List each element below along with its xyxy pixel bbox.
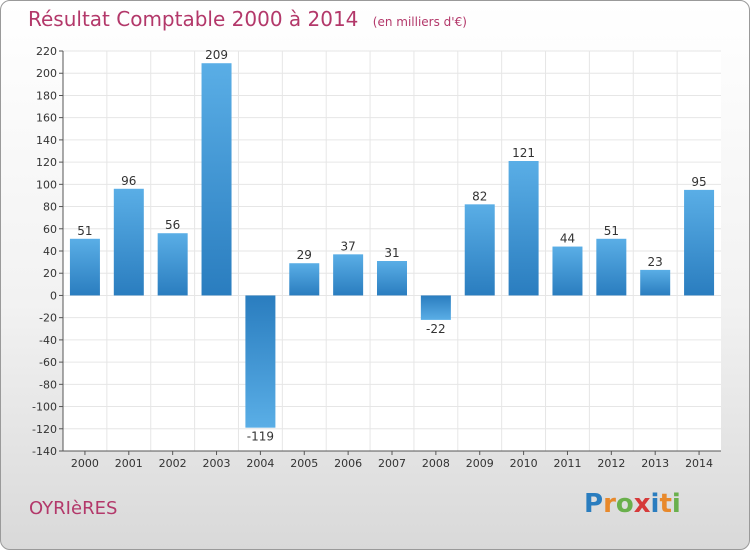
y-tick-label: 200 <box>36 67 57 80</box>
data-label: 37 <box>340 239 355 253</box>
x-tick-label: 2006 <box>334 457 362 470</box>
proxiti-logo: Proxiti <box>584 489 681 519</box>
x-tick-label: 2010 <box>510 457 538 470</box>
y-tick-label: 60 <box>43 223 57 236</box>
data-label: 23 <box>648 255 663 269</box>
bar <box>684 189 715 296</box>
y-tick-label: 120 <box>36 156 57 169</box>
chart-title: Résultat Comptable 2000 à 2014 (en milli… <box>28 7 467 31</box>
y-tick-label: -80 <box>39 378 57 391</box>
bar <box>201 63 232 296</box>
data-label: 121 <box>512 146 535 160</box>
bar <box>69 238 100 296</box>
y-tick-label: 160 <box>36 112 57 125</box>
data-label: 51 <box>604 224 619 238</box>
data-label: 56 <box>165 218 180 232</box>
y-tick-label: 180 <box>36 89 57 102</box>
bar <box>464 204 495 296</box>
bar <box>113 188 144 296</box>
x-tick-label: 2013 <box>641 457 669 470</box>
y-tick-label: -140 <box>32 445 57 458</box>
bar <box>508 161 539 296</box>
data-label: 44 <box>560 232 575 246</box>
y-tick-label: -20 <box>39 312 57 325</box>
y-tick-label: -40 <box>39 334 57 347</box>
data-label: 29 <box>297 248 312 262</box>
x-tick-label: 2002 <box>159 457 187 470</box>
y-tick-label: 40 <box>43 245 57 258</box>
data-label: 31 <box>384 246 399 260</box>
x-tick-label: 2007 <box>378 457 406 470</box>
data-label: 96 <box>121 174 136 188</box>
bar <box>377 261 407 296</box>
x-tick-label: 2008 <box>422 457 450 470</box>
y-tick-label: -120 <box>32 423 57 436</box>
x-tick-label: 2009 <box>466 457 494 470</box>
data-label: -22 <box>426 322 446 336</box>
x-tick-label: 2014 <box>685 457 713 470</box>
x-tick-label: 2000 <box>71 457 99 470</box>
bar <box>245 295 276 428</box>
x-tick-label: 2003 <box>203 457 231 470</box>
city-name: OYRIèRES <box>29 498 118 519</box>
data-label: 51 <box>77 224 92 238</box>
y-tick-label: 0 <box>50 289 57 302</box>
bar <box>157 233 188 296</box>
data-label: -119 <box>247 430 274 444</box>
data-label: 82 <box>472 189 487 203</box>
y-tick-label: 80 <box>43 201 57 214</box>
data-label: 95 <box>691 175 706 189</box>
x-tick-label: 2011 <box>553 457 581 470</box>
bar <box>596 238 627 296</box>
y-tick-label: 20 <box>43 267 57 280</box>
x-tick-label: 2012 <box>597 457 625 470</box>
bar <box>333 254 364 296</box>
y-tick-label: 220 <box>36 45 57 58</box>
bar <box>552 246 583 296</box>
bar <box>640 269 671 296</box>
unit-label: (en milliers d'€) <box>372 15 467 29</box>
data-label: 209 <box>205 48 228 62</box>
bar <box>289 263 320 296</box>
y-tick-label: -60 <box>39 356 57 369</box>
y-tick-label: 140 <box>36 134 57 147</box>
bar <box>420 295 451 320</box>
x-tick-label: 2005 <box>290 457 318 470</box>
title-text: Résultat Comptable 2000 à 2014 <box>28 7 359 31</box>
y-tick-label: 100 <box>36 178 57 191</box>
x-tick-label: 2001 <box>115 457 143 470</box>
y-tick-label: -100 <box>32 401 57 414</box>
x-tick-label: 2004 <box>246 457 274 470</box>
